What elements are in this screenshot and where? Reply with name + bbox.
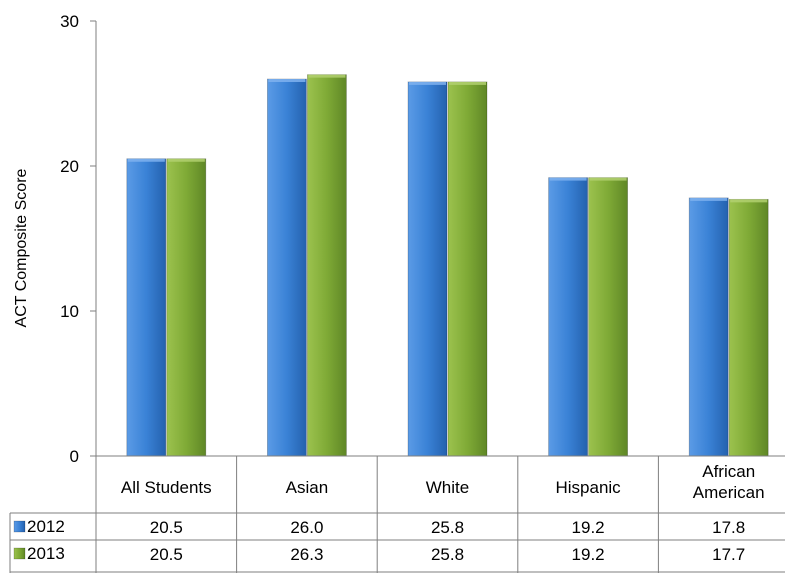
y-tick-label: 20: [60, 157, 79, 176]
bar-top-highlight: [589, 177, 627, 181]
category-label: White: [426, 478, 469, 497]
bar-top-highlight: [449, 81, 486, 85]
bar-top-highlight: [308, 74, 346, 78]
y-tick-label: 10: [60, 302, 79, 321]
bar-2013-1: [306, 74, 347, 457]
bar-2013-3: [588, 177, 628, 457]
y-tick-label: 0: [70, 447, 79, 466]
y-axis-label: ACT Composite Score: [13, 168, 30, 327]
bar-2012-2: [407, 81, 448, 457]
bar-top-highlight: [730, 199, 768, 203]
legend-key-2013: [13, 547, 26, 560]
bar-top-highlight: [127, 158, 165, 162]
table-cell-value: 19.2: [572, 545, 605, 564]
bar-2012-3: [548, 177, 588, 457]
table-cell-value: 25.8: [431, 545, 464, 564]
table-cell-value: 25.8: [431, 518, 464, 537]
bar-2012-0: [126, 158, 167, 457]
bar-top-highlight: [690, 197, 728, 201]
legend-key-2012: [13, 520, 26, 533]
legend-label-2013: 2013: [27, 544, 65, 563]
bar-top-highlight: [409, 81, 446, 85]
bar-2012-4: [688, 197, 729, 457]
table-cell-value: 26.0: [290, 518, 323, 537]
category-label: All Students: [121, 478, 212, 497]
table-cell-value: 17.7: [712, 545, 745, 564]
legend-label-2012: 2012: [27, 517, 65, 536]
table-cell-value: 20.5: [150, 545, 183, 564]
bar-2013-0: [166, 158, 207, 457]
table-cell-value: 20.5: [150, 518, 183, 537]
table-cell-value: 19.2: [572, 518, 605, 537]
bar-2012-1: [266, 78, 307, 457]
bar-top-highlight: [549, 177, 587, 181]
table-cell-value: 26.3: [290, 545, 323, 564]
bar-2013-2: [447, 81, 488, 457]
table-cell-value: 17.8: [712, 518, 745, 537]
category-label: African American: [693, 462, 765, 502]
category-label: Asian: [286, 478, 329, 497]
category-label: Hispanic: [555, 478, 621, 497]
bar-top-highlight: [268, 79, 306, 82]
bar-top-highlight: [167, 158, 205, 162]
y-tick-label: 30: [60, 12, 79, 31]
bar-2013-4: [728, 198, 769, 457]
